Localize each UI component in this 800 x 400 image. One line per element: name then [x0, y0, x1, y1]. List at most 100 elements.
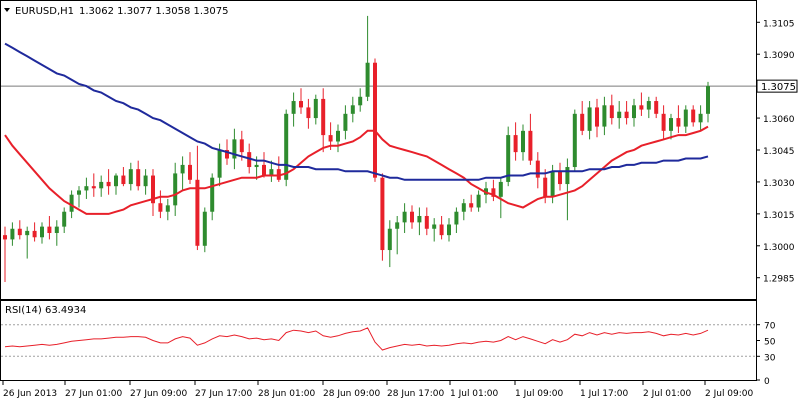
price-tick-label: 1.3045 — [763, 147, 795, 157]
candle — [491, 179, 496, 202]
price-tick-label: 1.3105 — [763, 19, 795, 29]
bull-candle-body — [476, 194, 481, 208]
candle — [639, 92, 644, 116]
price-tick-label: 1.3030 — [763, 179, 795, 189]
time-tick-label: 27 Jun 17:00 — [195, 389, 252, 399]
bull-candle-body — [210, 177, 215, 212]
bear-candle-body — [691, 109, 696, 123]
candle — [350, 96, 355, 123]
candle — [424, 207, 429, 236]
candle — [683, 105, 688, 133]
candle — [25, 226, 30, 259]
bear-candle-body — [410, 211, 414, 223]
bull-candle-body — [669, 118, 673, 131]
candle — [387, 220, 392, 268]
candle — [402, 203, 407, 234]
candle — [373, 58, 377, 182]
candle — [10, 222, 15, 246]
bull-candle-body — [454, 211, 459, 225]
bear-candle-body — [151, 175, 155, 204]
candle — [476, 190, 481, 212]
candle — [321, 88, 326, 153]
candle — [40, 222, 44, 244]
candle — [313, 94, 318, 125]
candle — [365, 15, 370, 102]
bear-candle-body — [262, 164, 266, 176]
symbol-dropdown-icon[interactable] — [4, 8, 10, 12]
candle — [106, 169, 111, 195]
bull-candle-body — [128, 169, 133, 185]
price-panel-frame — [0, 0, 757, 300]
bull-candle-body — [25, 230, 30, 236]
bull-candle-body — [521, 130, 525, 153]
bull-candle-body — [506, 135, 511, 182]
candle — [506, 126, 511, 187]
ma-fast-line — [4, 125, 709, 215]
price-tick-label: 1.3090 — [763, 51, 795, 61]
bear-candle-body — [247, 152, 252, 168]
rsi-tick-label: 0 — [764, 377, 770, 387]
candle — [632, 98, 636, 127]
rsi-tick-label: 30 — [764, 353, 776, 363]
candle — [232, 128, 237, 170]
time-tick-label: 28 Jun 17:00 — [387, 389, 444, 399]
bear-candle-body — [661, 113, 666, 131]
candle — [343, 105, 348, 140]
time-tick-label: 28 Jun 01:00 — [258, 389, 315, 399]
bear-candle-body — [639, 105, 644, 110]
candle — [180, 156, 185, 191]
candle — [299, 88, 303, 114]
bull-candle-body — [173, 173, 178, 206]
bull-candle-body — [350, 105, 355, 114]
candle — [572, 109, 577, 172]
bull-candle-body — [54, 226, 59, 234]
candle — [306, 98, 311, 129]
bear-candle-body — [624, 111, 629, 119]
bear-candle-body — [609, 105, 614, 119]
bull-candle-body — [40, 226, 44, 238]
bull-candle-body — [632, 105, 636, 119]
candle — [528, 113, 533, 165]
time-tick-label: 1 Jul 01:00 — [450, 389, 499, 399]
bull-candle-body — [165, 205, 170, 212]
candle — [410, 205, 414, 229]
time-axis: 26 Jun 2013 27 Jun 01:00 27 Jun 09:00 27 Ju… — [2, 381, 754, 399]
candle — [580, 101, 585, 136]
bull-candle-body — [387, 228, 392, 251]
candle — [646, 96, 651, 119]
bull-candle-body — [313, 98, 318, 119]
bull-candle-body — [565, 167, 570, 185]
bull-candle-body — [358, 96, 363, 106]
candle — [269, 160, 274, 182]
candle — [358, 88, 363, 112]
candle — [114, 173, 118, 195]
rsi-tick-label: 50 — [764, 338, 776, 348]
candle — [395, 215, 400, 255]
candle — [469, 194, 474, 212]
time-tick-label: 1 Jul 09:00 — [515, 389, 564, 399]
time-tick-label: 2 Jul 09:00 — [705, 389, 754, 399]
candle — [99, 175, 104, 197]
bull-candle-body — [254, 164, 259, 168]
bull-candle-body — [269, 169, 274, 176]
bull-candle-body — [402, 211, 407, 223]
bull-candle-body — [617, 111, 622, 119]
candle — [521, 124, 525, 161]
bull-candle-body — [646, 101, 651, 110]
bear-candle-body — [91, 186, 96, 189]
bear-candle-body — [321, 98, 326, 136]
candle — [84, 177, 89, 199]
bear-candle-body — [373, 62, 377, 178]
rsi-label: RSI(14) 63.4934 — [5, 305, 86, 316]
candle — [121, 167, 126, 187]
candle — [158, 190, 163, 219]
bull-candle-body — [77, 190, 81, 195]
price-tick-label: 1.2985 — [763, 275, 795, 285]
bull-candle-body — [10, 228, 15, 240]
rsi-axis: 70 50 30 0 — [756, 322, 776, 387]
bull-candle-body — [432, 224, 437, 229]
time-tick-label: 26 Jun 2013 — [3, 389, 57, 399]
candle — [698, 105, 703, 131]
